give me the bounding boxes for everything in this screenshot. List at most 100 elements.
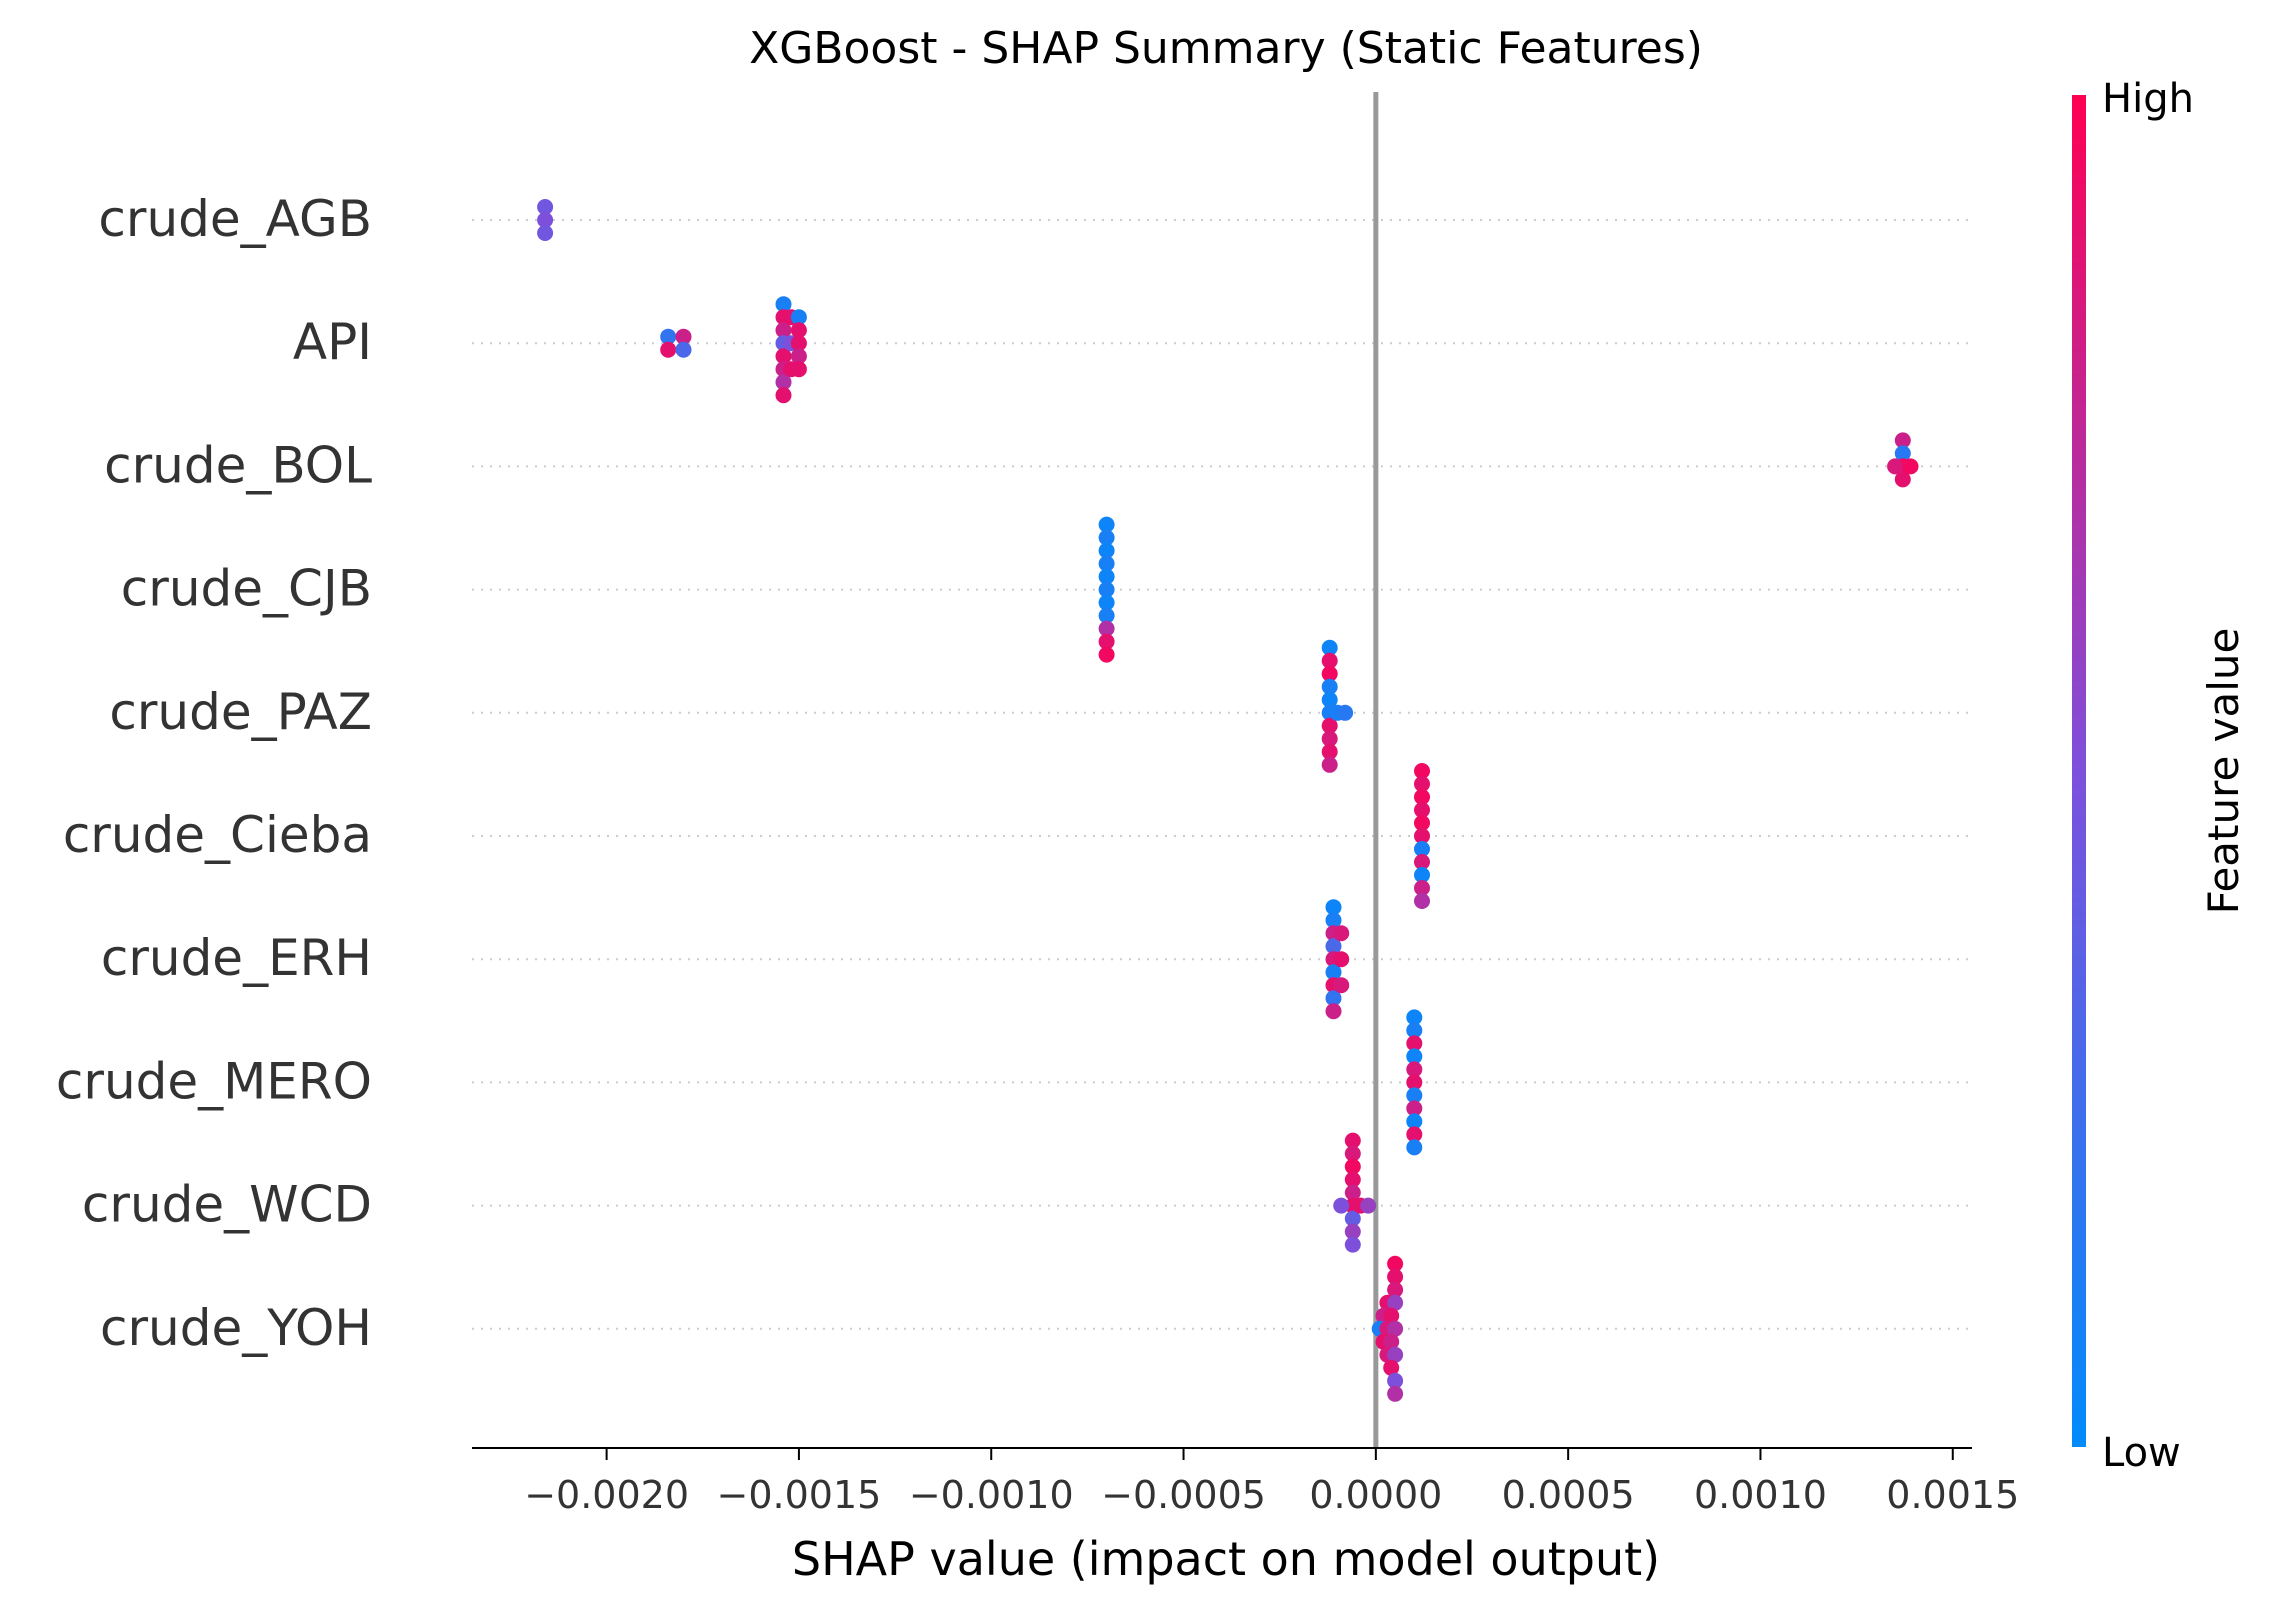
shap-point-crude-yoh-14 bbox=[1383, 1359, 1400, 1376]
chart-title: XGBoost - SHAP Summary (Static Features) bbox=[749, 23, 1703, 74]
shap-point-crude-cieba-2 bbox=[1414, 789, 1430, 805]
colorbar-low-label: Low bbox=[2102, 1430, 2181, 1476]
shap-point-crude-mero-3 bbox=[1406, 1048, 1423, 1065]
x-tick-label-5: 0.0005 bbox=[1502, 1473, 1635, 1517]
shap-point-crude-yoh-16 bbox=[1387, 1385, 1404, 1402]
shap-point-api-15 bbox=[790, 309, 807, 326]
shap-point-crude-mero-8 bbox=[1406, 1113, 1423, 1130]
shap-point-crude-mero-1 bbox=[1406, 1022, 1423, 1039]
shap-point-crude-paz-9 bbox=[1321, 756, 1338, 773]
shap-point-crude-wcd-3 bbox=[1344, 1171, 1361, 1188]
shap-point-api-19 bbox=[790, 361, 807, 378]
shap-point-crude-cieba-9 bbox=[1414, 880, 1430, 896]
shap-point-crude-erh-3 bbox=[1325, 938, 1342, 955]
shap-point-crude-erh-10 bbox=[1333, 951, 1350, 968]
shap-point-crude-erh-5 bbox=[1325, 964, 1342, 981]
shap-point-crude-yoh-0 bbox=[1387, 1255, 1404, 1272]
colorbar-high-label: High bbox=[2102, 76, 2194, 122]
shap-point-crude-wcd-11 bbox=[1360, 1197, 1377, 1214]
shap-point-crude-cjb-8 bbox=[1098, 620, 1115, 637]
shap-point-crude-mero-0 bbox=[1406, 1009, 1423, 1026]
shap-point-crude-wcd-8 bbox=[1344, 1236, 1361, 1253]
shap-point-crude-cjb-3 bbox=[1098, 555, 1115, 572]
shap-point-crude-wcd-7 bbox=[1344, 1223, 1361, 1240]
x-tick-label-1: −0.0015 bbox=[717, 1473, 882, 1517]
shap-point-crude-yoh-1 bbox=[1387, 1268, 1404, 1285]
feature-label-crude-bol: crude_BOL bbox=[104, 436, 372, 494]
shap-point-crude-mero-6 bbox=[1406, 1087, 1423, 1104]
shap-point-crude-paz-11 bbox=[1337, 704, 1354, 721]
shap-point-crude-agb-2 bbox=[537, 225, 554, 241]
feature-labels: crude_AGB API crude_BOL crude_CJB crude_PAZc… bbox=[56, 190, 372, 1357]
feature-label-crude-mero: crude_MERO bbox=[56, 1052, 372, 1110]
x-axis-label: SHAP value (impact on model output) bbox=[792, 1532, 1660, 1586]
shap-point-api-8 bbox=[775, 348, 792, 365]
shap-point-crude-wcd-2 bbox=[1344, 1158, 1361, 1175]
shap-point-crude-erh-8 bbox=[1325, 1003, 1342, 1020]
shap-point-crude-cieba-1 bbox=[1414, 776, 1430, 792]
shap-point-crude-bol-0 bbox=[1894, 432, 1911, 449]
feature-label-crude-cieba: crude_Cieba bbox=[63, 806, 372, 864]
shap-point-api-17 bbox=[790, 335, 807, 352]
feature-label-crude-agb: crude_AGB bbox=[98, 190, 372, 248]
shap-point-crude-cieba-5 bbox=[1414, 828, 1430, 844]
shap-point-crude-agb-1 bbox=[537, 212, 554, 228]
shap-point-crude-paz-8 bbox=[1321, 743, 1338, 760]
x-axis: −0.0020 −0.0015 −0.0010 −0.0005 0.0000 0.0005… bbox=[472, 1447, 2019, 1517]
shap-point-crude-paz-1 bbox=[1321, 652, 1338, 669]
shap-point-crude-yoh-13 bbox=[1387, 1346, 1404, 1363]
shap-point-crude-yoh-9 bbox=[1387, 1320, 1404, 1337]
shap-point-crude-yoh-2 bbox=[1387, 1281, 1404, 1298]
shap-point-crude-cjb-0 bbox=[1098, 516, 1115, 533]
shap-point-crude-cieba-0 bbox=[1414, 763, 1430, 779]
shap-point-crude-cjb-2 bbox=[1098, 542, 1115, 559]
shap-point-crude-cjb-1 bbox=[1098, 529, 1115, 546]
shap-point-crude-cjb-10 bbox=[1098, 646, 1115, 663]
shap-point-api-18 bbox=[790, 348, 807, 365]
shap-point-api-1 bbox=[660, 341, 677, 358]
shap-point-crude-cjb-5 bbox=[1098, 581, 1115, 598]
shap-point-crude-bol-4 bbox=[1887, 458, 1904, 475]
x-tick-label-6: 0.0010 bbox=[1694, 1473, 1827, 1517]
shap-point-crude-erh-9 bbox=[1333, 925, 1350, 942]
colorbar-gradient bbox=[2072, 95, 2086, 1447]
shap-point-crude-mero-9 bbox=[1406, 1126, 1423, 1143]
shap-point-api-4 bbox=[775, 296, 792, 313]
shap-point-crude-erh-0 bbox=[1325, 899, 1342, 916]
x-tick-label-7: 0.0015 bbox=[1886, 1473, 2019, 1517]
feature-label-crude-wcd: crude_WCD bbox=[82, 1176, 372, 1234]
shap-point-crude-paz-0 bbox=[1321, 639, 1338, 656]
shap-point-crude-erh-11 bbox=[1333, 977, 1350, 994]
shap-point-api-16 bbox=[790, 322, 807, 339]
shap-point-crude-cieba-10 bbox=[1414, 893, 1430, 909]
shap-point-crude-cieba-8 bbox=[1414, 867, 1430, 883]
shap-point-crude-mero-2 bbox=[1406, 1035, 1423, 1052]
shap-point-crude-paz-6 bbox=[1321, 717, 1338, 734]
shap-point-crude-yoh-11 bbox=[1383, 1333, 1400, 1350]
feature-label-crude-cjb: crude_CJB bbox=[121, 560, 372, 618]
shap-point-crude-mero-4 bbox=[1406, 1061, 1423, 1078]
shap-point-api-11 bbox=[775, 387, 792, 404]
x-tick-label-4: 0.0000 bbox=[1309, 1473, 1442, 1517]
shap-point-crude-cieba-3 bbox=[1414, 802, 1430, 818]
shap-point-crude-wcd-4 bbox=[1344, 1184, 1361, 1201]
shap-point-crude-wcd-9 bbox=[1333, 1197, 1350, 1214]
feature-label-crude-paz: crude_PAZ bbox=[109, 683, 372, 741]
shap-point-api-6 bbox=[775, 322, 792, 339]
shap-point-crude-yoh-15 bbox=[1387, 1372, 1404, 1389]
shap-point-crude-mero-5 bbox=[1406, 1074, 1423, 1091]
shap-point-crude-wcd-0 bbox=[1344, 1132, 1361, 1149]
shap-point-crude-yoh-4 bbox=[1387, 1294, 1404, 1311]
x-tick-label-0: −0.0020 bbox=[524, 1473, 689, 1517]
shap-point-crude-cjb-4 bbox=[1098, 568, 1115, 585]
shap-point-crude-cjb-7 bbox=[1098, 607, 1115, 624]
feature-label-crude-yoh: crude_YOH bbox=[100, 1299, 372, 1357]
feature-label-crude-erh: crude_ERH bbox=[101, 929, 372, 987]
shap-point-crude-agb-0 bbox=[537, 199, 554, 215]
colorbar: High Low Feature value bbox=[2072, 76, 2248, 1476]
shap-point-crude-paz-2 bbox=[1321, 665, 1338, 682]
shap-point-crude-mero-10 bbox=[1406, 1139, 1423, 1156]
shap-points bbox=[537, 199, 1919, 1402]
